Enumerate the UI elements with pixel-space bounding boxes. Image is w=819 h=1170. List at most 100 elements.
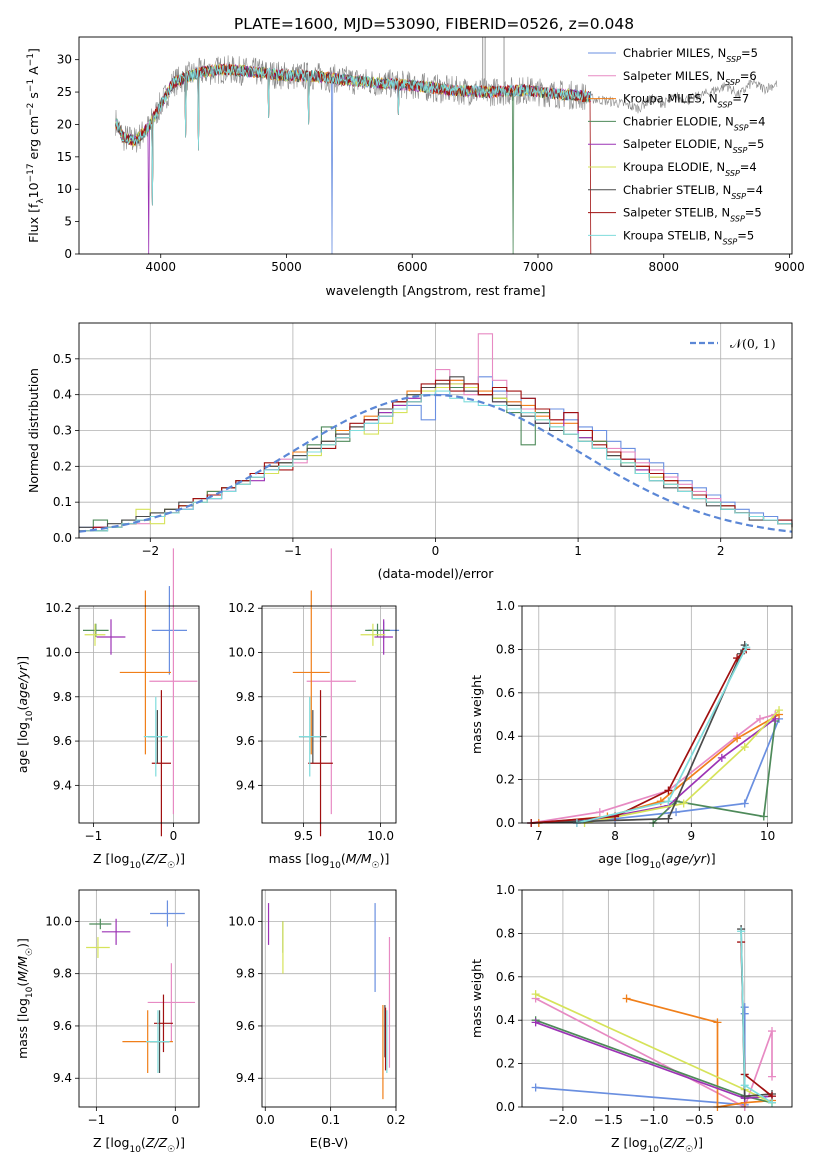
y-tick-label: 0.6	[496, 970, 515, 984]
x-tick-label: −1	[85, 829, 103, 843]
spectrum-data-extension	[590, 77, 778, 114]
y-tick-label: 10.0	[45, 646, 72, 660]
weight-line-kroupa-stelib	[576, 646, 747, 824]
legend-label-kroupa-elodie: Kroupa ELODIE, NSSP=4	[623, 160, 757, 178]
weight-point-chabrier-miles	[740, 799, 749, 808]
y-tick-label: 0.4	[496, 1013, 515, 1027]
y-tick-label: 10.0	[45, 914, 72, 928]
weight-line-kroupa-elodie	[584, 709, 780, 824]
x-axis-label: Z [log10(Z/Z☉)]	[611, 1135, 703, 1155]
y-tick-label: 0.4	[53, 388, 72, 402]
y-tick-label: 10.0	[228, 646, 255, 660]
x-tick-label: 10.0	[367, 829, 394, 843]
x-tick-label: 9	[688, 829, 696, 843]
y-tick-label: 0.5	[53, 352, 72, 366]
y-tick-label: 9.6	[236, 1019, 255, 1033]
weight-line-chabrier-stelib	[740, 929, 773, 1098]
weight-point-kroupa-elodie	[775, 706, 784, 715]
errorbar-salpeter-miles	[147, 963, 196, 1042]
gaussian-curve	[78, 393, 793, 533]
axes-frame	[521, 605, 793, 824]
y-tick-label: 1.0	[496, 883, 515, 897]
legend-label-chabrier-elodie: Chabrier ELODIE, NSSP=4	[623, 114, 765, 131]
weight-point-kroupa-stelib	[742, 643, 751, 652]
weight-point-chabrier-miles	[740, 1009, 749, 1018]
y-axis-label: Flux [fλ10−17 erg cm−2 s−1 A−1]	[26, 48, 46, 243]
x-axis-label: age [log10(age/yr)]	[598, 851, 715, 871]
x-tick-label: 0.1	[321, 1113, 340, 1127]
errorbar-salpeter-miles	[149, 548, 198, 815]
errorbar-salpeter-elodie	[96, 619, 126, 655]
x-tick-label: −1	[284, 544, 302, 558]
y-tick-label: 5	[64, 215, 72, 229]
weight-point-kroupa-stelib	[664, 797, 673, 806]
x-tick-label: 6000	[397, 260, 428, 274]
x-tick-label: 8000	[648, 260, 679, 274]
weight-point-kroupa-elodie	[740, 743, 749, 752]
y-tick-label: 9.8	[236, 690, 255, 704]
errorbar-salpeter-miles	[306, 548, 356, 815]
axes-frame	[78, 605, 200, 824]
x-tick-label: 10	[760, 829, 775, 843]
y-tick-label: 10	[57, 182, 72, 196]
weight-point-salpeter-elodie	[771, 714, 780, 723]
spectrum-model-kroupa-stelib	[115, 64, 592, 206]
x-axis-label: mass [log10(M/M☉)]	[269, 851, 390, 871]
errorbar-chabrier-elodie	[89, 918, 112, 930]
panel-mass-vs-ebv: 0.0 0.1 0.2 9.4 9.6 9.8 10.0 E(B-V)	[228, 889, 406, 1150]
y-tick-label: 15	[57, 150, 72, 164]
x-tick-label: 0	[170, 829, 178, 843]
y-tick-label: 1.0	[496, 599, 515, 613]
weight-point-salpeter-miles	[595, 808, 604, 817]
errorbar-kroupa-elodie	[86, 937, 110, 958]
weight-point-chabrier-stelib	[740, 1092, 749, 1101]
axes-frame	[78, 36, 793, 255]
x-tick-label: 7000	[523, 260, 554, 274]
legend-label-salpeter-miles: Salpeter MILES, NSSP=6	[623, 69, 757, 87]
y-axis-label: mass weight	[469, 959, 484, 1038]
y-tick-label: 9.6	[53, 1019, 72, 1033]
x-tick-label: 4000	[145, 260, 176, 274]
y-tick-label: 0.0	[53, 531, 72, 545]
weight-point-kroupa-miles	[733, 734, 742, 743]
errorbar-kroupa-elodie	[84, 623, 106, 646]
x-tick-label: −0.5	[685, 1113, 714, 1127]
y-tick-label: 9.8	[236, 967, 255, 981]
y-tick-label: 9.8	[53, 967, 72, 981]
y-tick-label: 9.6	[53, 734, 72, 748]
y-axis-label: Normed distribution	[26, 368, 41, 493]
weight-line-kroupa-stelib	[740, 931, 773, 1104]
panel-spectrum: 4000 5000 6000 7000 8000 9000 0 5 10 15 20 25 30 wave…	[26, 36, 805, 298]
y-tick-label: 10.0	[228, 914, 255, 928]
x-tick-label: 9.5	[294, 829, 313, 843]
x-tick-label: 2	[717, 544, 725, 558]
x-tick-label: 8	[611, 829, 619, 843]
y-tick-label: 0.0	[496, 816, 515, 830]
axes-frame	[78, 322, 793, 539]
weight-point-salpeter-miles	[755, 714, 764, 723]
weight-point-chabrier-miles	[531, 1083, 540, 1092]
legend-label-salpeter-elodie: Salpeter ELODIE, NSSP=5	[623, 137, 764, 155]
y-tick-label: 9.6	[236, 734, 255, 748]
weight-point-salpeter-stelib	[664, 786, 673, 795]
weight-point-salpeter-miles	[768, 1027, 776, 1036]
x-tick-label: 7	[535, 829, 543, 843]
panel-mass-vs-metallicity: −1 0 9.4 9.6 9.8 10.0 Z [log10(Z/Z☉)] mass [log…	[15, 889, 200, 1155]
x-tick-label: 5000	[271, 260, 302, 274]
y-tick-label: 10.2	[45, 601, 72, 615]
figure-title: PLATE=1600, MJD=53090, FIBERID=0526, z=0…	[234, 15, 634, 33]
spectrum-plot-area	[115, 37, 778, 254]
weight-point-salpeter-miles	[768, 1072, 776, 1081]
errorbar-kroupa-stelib	[298, 696, 321, 777]
y-tick-label: 0	[64, 247, 72, 261]
x-tick-label: 0	[171, 1113, 179, 1127]
y-tick-label: 0.2	[496, 773, 515, 787]
weight-point-salpeter-stelib	[733, 654, 742, 663]
x-tick-label: −1.0	[639, 1113, 668, 1127]
errorbar-salpeter-stelib	[154, 994, 173, 1053]
y-tick-label: 9.4	[236, 1071, 255, 1085]
weight-point-salpeter-elodie	[531, 1018, 540, 1027]
axes-frame	[78, 889, 200, 1108]
x-tick-label: 1	[574, 544, 582, 558]
weight-line-chabrier-elodie	[652, 720, 777, 824]
